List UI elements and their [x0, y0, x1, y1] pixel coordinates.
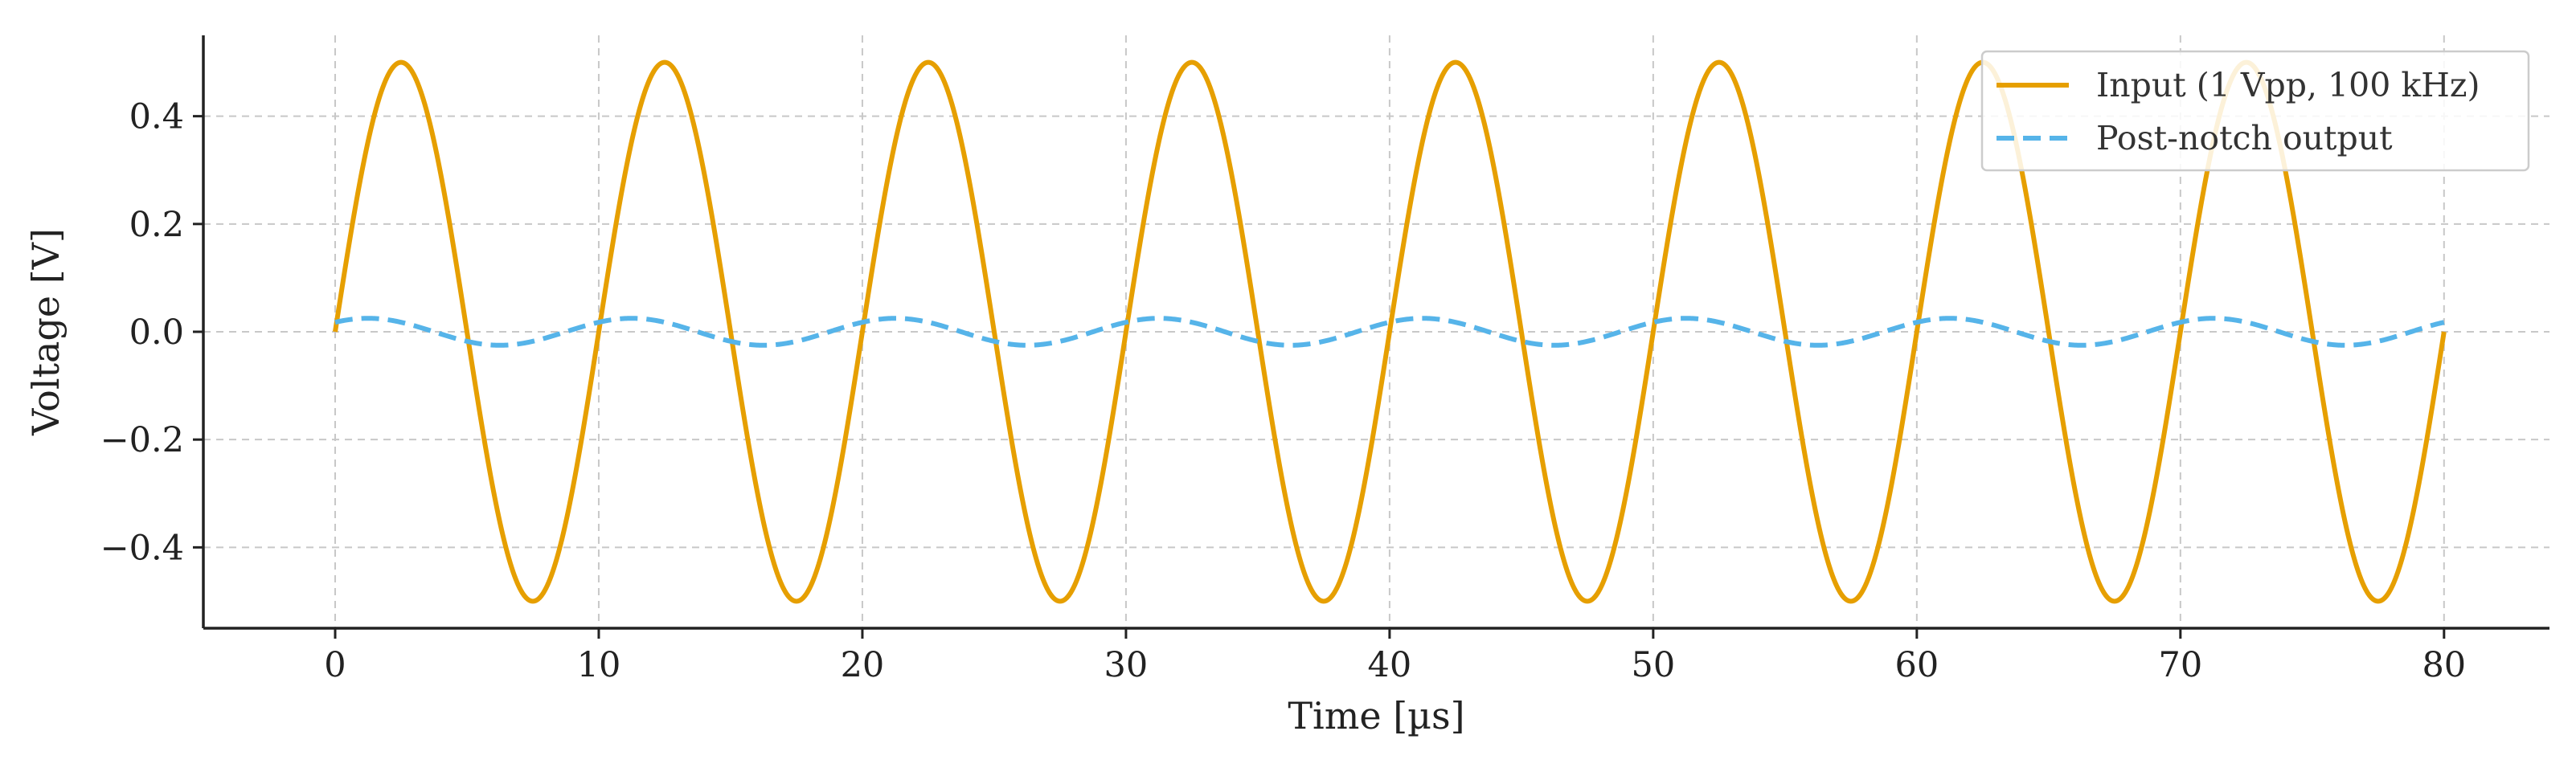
x-tick-label: 40: [1368, 645, 1412, 685]
legend-label-input: Input (1 Vpp, 100 kHz): [2096, 66, 2480, 104]
y-tick-label: −0.2: [100, 420, 184, 460]
x-tick-label: 70: [2158, 645, 2202, 685]
x-axis-title: Time [µs]: [1288, 694, 1464, 737]
y-tick-label: −0.4: [100, 528, 184, 568]
legend-label-post-notch: Post-notch output: [2096, 119, 2393, 157]
series-line-input: [333, 59, 2447, 604]
x-ticks: 0 10 20 30 40 50 60 70 80: [324, 628, 2466, 685]
legend: Input (1 Vpp, 100 kHz) Post-notch output: [1980, 50, 2530, 172]
y-tick-label: 0.4: [129, 97, 184, 137]
x-tick-label: 20: [841, 645, 885, 685]
y-tick-label: 0.2: [129, 205, 184, 245]
x-tick-label: 30: [1104, 645, 1149, 685]
legend-box: [1980, 50, 2530, 172]
y-ticks: −0.4 −0.2 0.0 0.2 0.4: [100, 97, 203, 568]
x-tick-label: 0: [324, 645, 346, 685]
y-tick-label: 0.0: [129, 313, 184, 353]
x-tick-label: 10: [577, 645, 621, 685]
series-group: [333, 59, 2447, 604]
x-tick-label: 50: [1632, 645, 1676, 685]
x-tick-label: 60: [1894, 645, 1939, 685]
x-tick-label: 80: [2422, 645, 2466, 685]
y-axis-title: Voltage [V]: [24, 228, 68, 436]
series-line-post-notch: [334, 316, 2446, 348]
